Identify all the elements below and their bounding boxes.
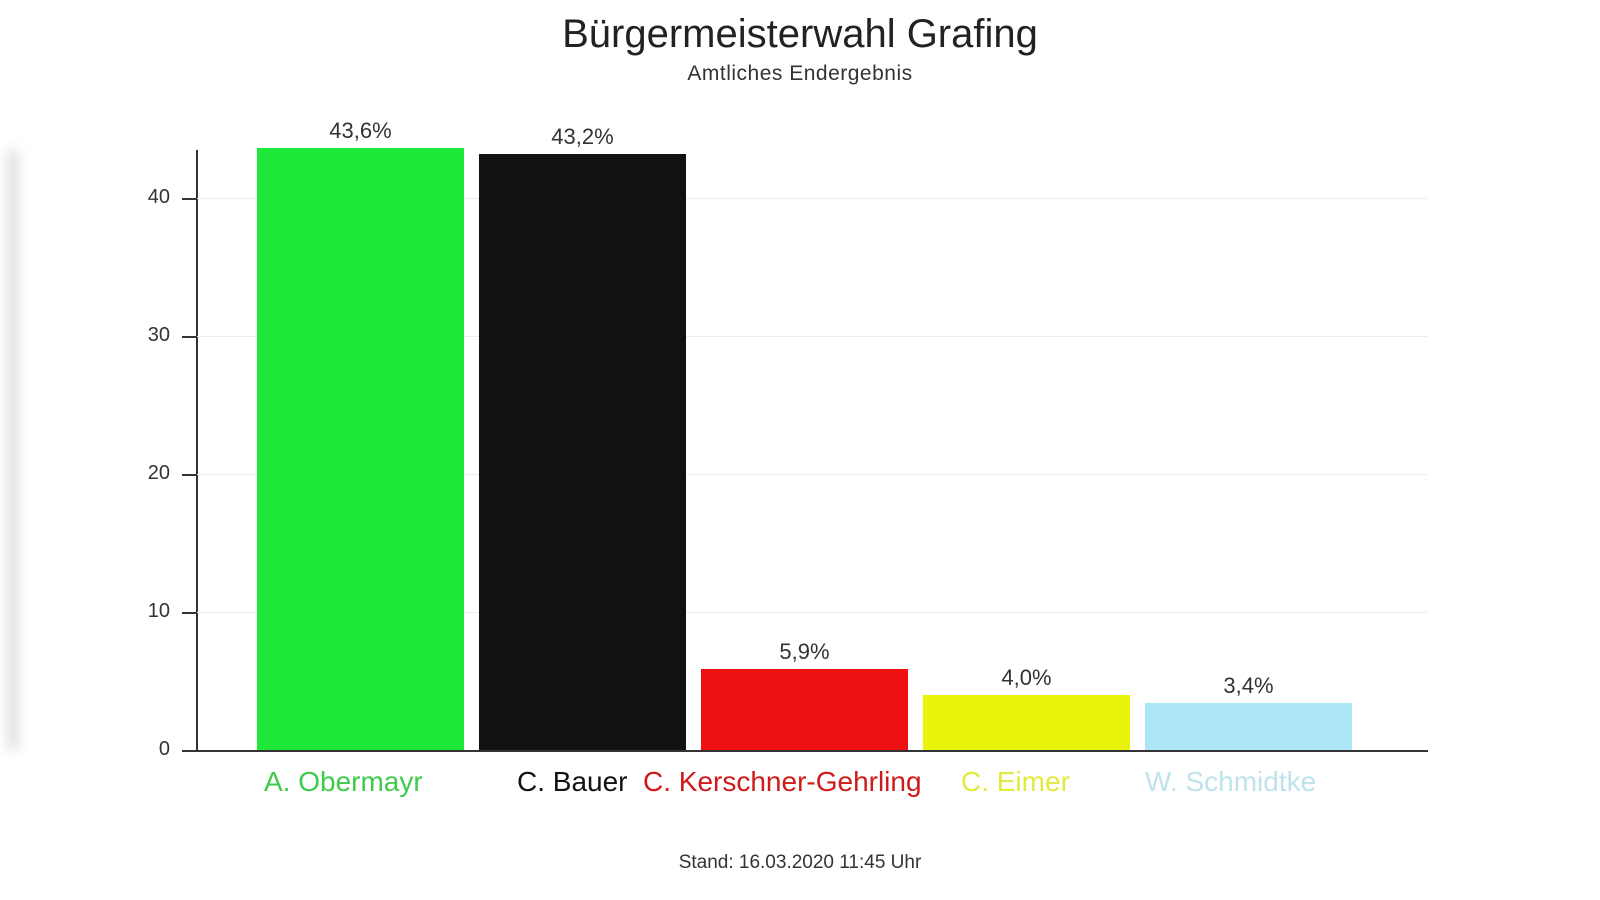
bar-value-label: 3,4% — [1223, 673, 1274, 699]
bar-value-label: 5,9% — [779, 638, 830, 664]
y-tick — [182, 612, 196, 614]
bar-a-obermayr — [257, 148, 464, 750]
y-tick-label: 0 — [158, 738, 170, 760]
chart-title: Bürgermeisterwahl Grafing — [562, 12, 1038, 56]
x-category-label: C. Bauer — [517, 766, 628, 797]
y-tick — [182, 750, 196, 752]
gridline — [197, 612, 1427, 613]
chart-subtitle: Amtliches Endergebnis — [687, 62, 913, 85]
bar-value-label: 43,6% — [329, 118, 392, 144]
y-axis — [196, 150, 198, 751]
gridline — [197, 474, 1427, 475]
footer-timestamp: Stand: 16.03.2020 11:45 Uhr — [678, 852, 922, 873]
x-axis — [182, 750, 1428, 752]
bar-c-bauer — [479, 153, 686, 750]
y-tick-label: 20 — [147, 462, 170, 484]
y-tick-label: 10 — [147, 600, 170, 622]
y-tick-label: 40 — [147, 186, 170, 208]
gridline — [197, 336, 1427, 337]
y-tick — [182, 336, 196, 338]
gridline — [197, 198, 1427, 199]
x-category-label: A. Obermayr — [264, 766, 423, 797]
x-category-label: C. Eimer — [961, 766, 1070, 797]
x-category-label: C. Kerschner-Gehrling — [643, 766, 922, 797]
bar-w-schmidtke — [1145, 703, 1352, 750]
bar-value-label: 4,0% — [1001, 664, 1052, 690]
y-tick — [182, 198, 196, 200]
y-tick — [182, 474, 196, 476]
bar-value-label: 43,2% — [551, 123, 614, 149]
y-tick-label: 30 — [147, 324, 170, 346]
bar-c-kerschner-gehrling — [701, 668, 908, 750]
background-blur-left — [8, 150, 18, 750]
bar-c-eimer — [923, 694, 1130, 750]
x-category-label: W. Schmidtke — [1145, 766, 1317, 797]
